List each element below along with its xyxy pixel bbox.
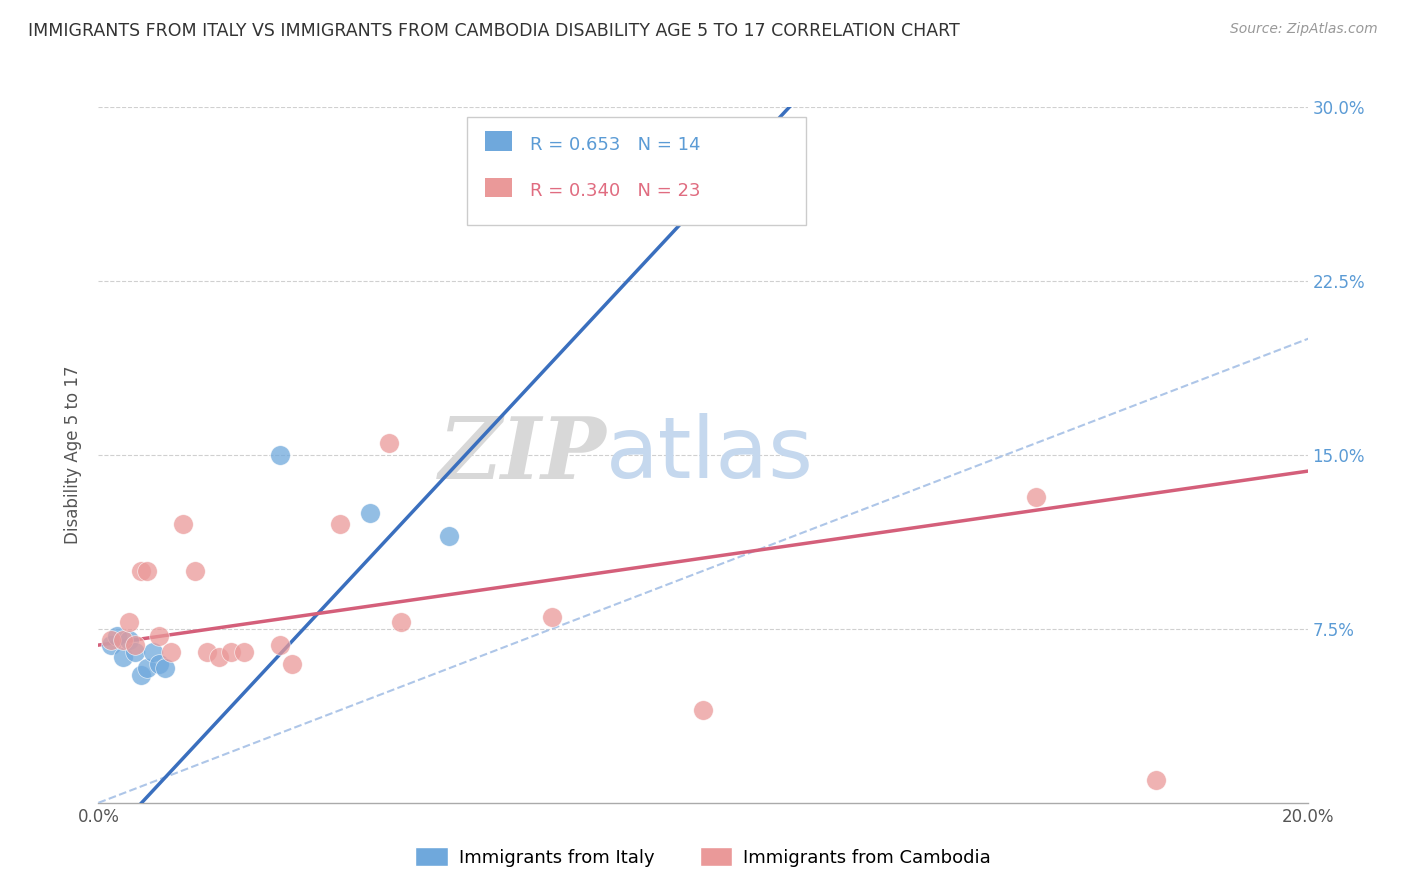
Text: R = 0.653   N = 14: R = 0.653 N = 14 [530,136,700,153]
Point [111,633,134,648]
Text: IMMIGRANTS FROM ITALY VS IMMIGRANTS FROM CAMBODIA DISABILITY AGE 5 TO 17 CORRELA: IMMIGRANTS FROM ITALY VS IMMIGRANTS FROM… [28,22,960,40]
Point [208,649,231,664]
Point [377,436,399,450]
Point [692,703,714,717]
Point [232,645,254,659]
Text: ZIP: ZIP [439,413,606,497]
Y-axis label: Disability Age 5 to 17: Disability Age 5 to 17 [65,366,83,544]
Text: R = 0.340   N = 23: R = 0.340 N = 23 [530,182,700,200]
Bar [485,131,512,151]
Point [118,633,141,648]
Point [437,529,460,543]
Point [281,657,304,671]
Point [124,638,146,652]
Point [269,448,291,462]
Point [142,645,165,659]
Bar [485,178,512,197]
Point [160,645,183,659]
Point [172,517,194,532]
Point [631,204,654,219]
Point [153,661,176,675]
Point [124,645,146,659]
Point [1024,490,1046,504]
Point [148,629,170,643]
Point [135,661,157,675]
Point [1144,772,1167,787]
Point [329,517,352,532]
Point [389,615,412,629]
Point [129,564,152,578]
Point [148,657,170,671]
Point [195,645,218,659]
Point [135,564,157,578]
Point [100,638,122,652]
Point [118,615,141,629]
Text: atlas: atlas [606,413,814,497]
Legend: Immigrants from Italy, Immigrants from Cambodia: Immigrants from Italy, Immigrants from C… [408,840,998,874]
Point [129,668,152,682]
Point [540,610,562,624]
Point [184,564,207,578]
Point [269,638,291,652]
Point [360,506,382,520]
Point [111,649,134,664]
Point [100,633,122,648]
Point [221,645,243,659]
Text: Source: ZipAtlas.com: Source: ZipAtlas.com [1230,22,1378,37]
Bar [467,118,806,226]
Point [105,629,128,643]
